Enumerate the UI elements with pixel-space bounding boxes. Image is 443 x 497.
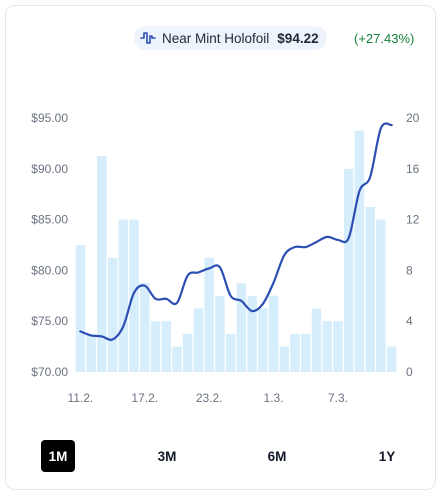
legend-label: Near Mint Holofoil [162,30,270,46]
volume-bar [225,333,236,372]
volume-bar [107,257,118,372]
volume-bar [118,219,129,372]
volume-bar [343,168,354,372]
volume-bar [365,206,375,372]
volume-bar [161,321,171,372]
x-tick-label: 7.3. [328,391,348,405]
y-right-tick-label: 12 [406,213,420,227]
y-right-tick-label: 4 [406,314,413,328]
y-left-tick-label: $90.00 [31,162,68,176]
volume-bar [268,295,279,372]
volume-bar [97,156,107,372]
price-line [79,122,393,341]
y-left-tick-label: $80.00 [31,263,68,277]
x-tick-label: 11.2. [67,391,93,405]
volume-bar [354,130,365,372]
x-tick-label: 23.2. [196,391,223,405]
sparkline-icon [140,32,156,44]
volume-bar [311,308,322,372]
y-right-tick-label: 0 [406,365,413,379]
x-tick-label: 1.3. [264,391,284,405]
volume-bar [129,219,139,372]
volume-bar [172,346,182,372]
volume-bar [333,321,343,372]
volume-bar [86,333,96,372]
range-button-6m[interactable]: 6M [267,448,287,464]
y-left-tick-label: $75.00 [31,314,68,328]
volume-bar [140,283,150,372]
volume-bar [182,333,193,372]
y-left-tick-label: $95.00 [31,111,68,125]
y-left-tick-label: $70.00 [31,365,68,379]
volume-bar [75,245,86,372]
y-right-tick-label: 20 [406,111,420,125]
volume-bar [290,333,300,372]
range-button-1m[interactable]: 1M [41,440,75,472]
volume-bar [236,283,247,372]
volume-bar [386,346,397,372]
legend-price: $94.22 [277,30,319,46]
volume-bar [204,257,214,372]
volume-bar [258,308,268,372]
x-tick-label: 17.2. [131,391,158,405]
range-button-1y[interactable]: 1Y [378,448,396,464]
volume-bar [150,321,161,372]
volume-bar [322,321,332,372]
range-button-3m[interactable]: 3M [157,448,177,464]
volume-bar [376,219,386,372]
y-left-tick-label: $85.00 [31,213,68,227]
volume-bar [193,308,204,372]
legend-item[interactable]: Near Mint Holofoil $94.22 [134,26,327,50]
range-selector: 1M 3M 6M 1Y [0,440,443,472]
legend-change: (+27.43%) [354,31,415,46]
y-right-tick-label: 16 [406,162,420,176]
volume-bar [215,295,225,372]
volume-bar [301,333,311,372]
price-chart: $95.00 $90.00 $85.00 $80.00 $75.00 $70.00 20 16… [31,111,420,405]
y-right-tick-label: 8 [406,263,413,277]
volume-bar [247,295,257,372]
volume-bar [279,346,290,372]
